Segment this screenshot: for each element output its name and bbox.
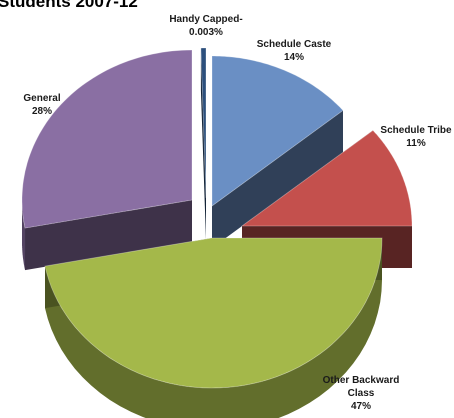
slice-side-general [22,200,25,271]
slice-side-schedule-caste [212,110,343,248]
label-handy-capped: Handy Capped-0.003% [169,14,242,38]
slice-side-other-backward-class [45,238,382,418]
value-label-general: 28% [32,106,52,117]
value-label-other-backward-class: 47% [351,401,371,412]
slice-handy-capped [200,47,207,199]
slice-general [21,49,193,229]
slice-side-general [25,200,193,271]
label-schedule-caste: Schedule Caste 14% [257,39,332,63]
pie-labels: Handy Capped-0.003% Schedule Caste 14% Sche… [23,14,452,412]
chart-title: Students 2007-12 [0,0,138,11]
slice-other-backward-class [44,237,383,389]
value-label-schedule-tribe: 11% [406,138,426,149]
slice-side-handy-capped [200,48,206,241]
label-schedule-tribe: Schedule Tribe 11% [380,125,452,149]
slice-schedule-tribe [240,129,413,227]
label-other-backward-class: Other Backward Class 47% [323,375,400,412]
label-general: General 28% [23,93,60,117]
pie-slices [21,47,413,418]
slice-schedule-caste [211,55,344,207]
value-label-handy-capped: 0.003% [189,27,223,38]
value-label-schedule-caste: 14% [284,52,304,63]
